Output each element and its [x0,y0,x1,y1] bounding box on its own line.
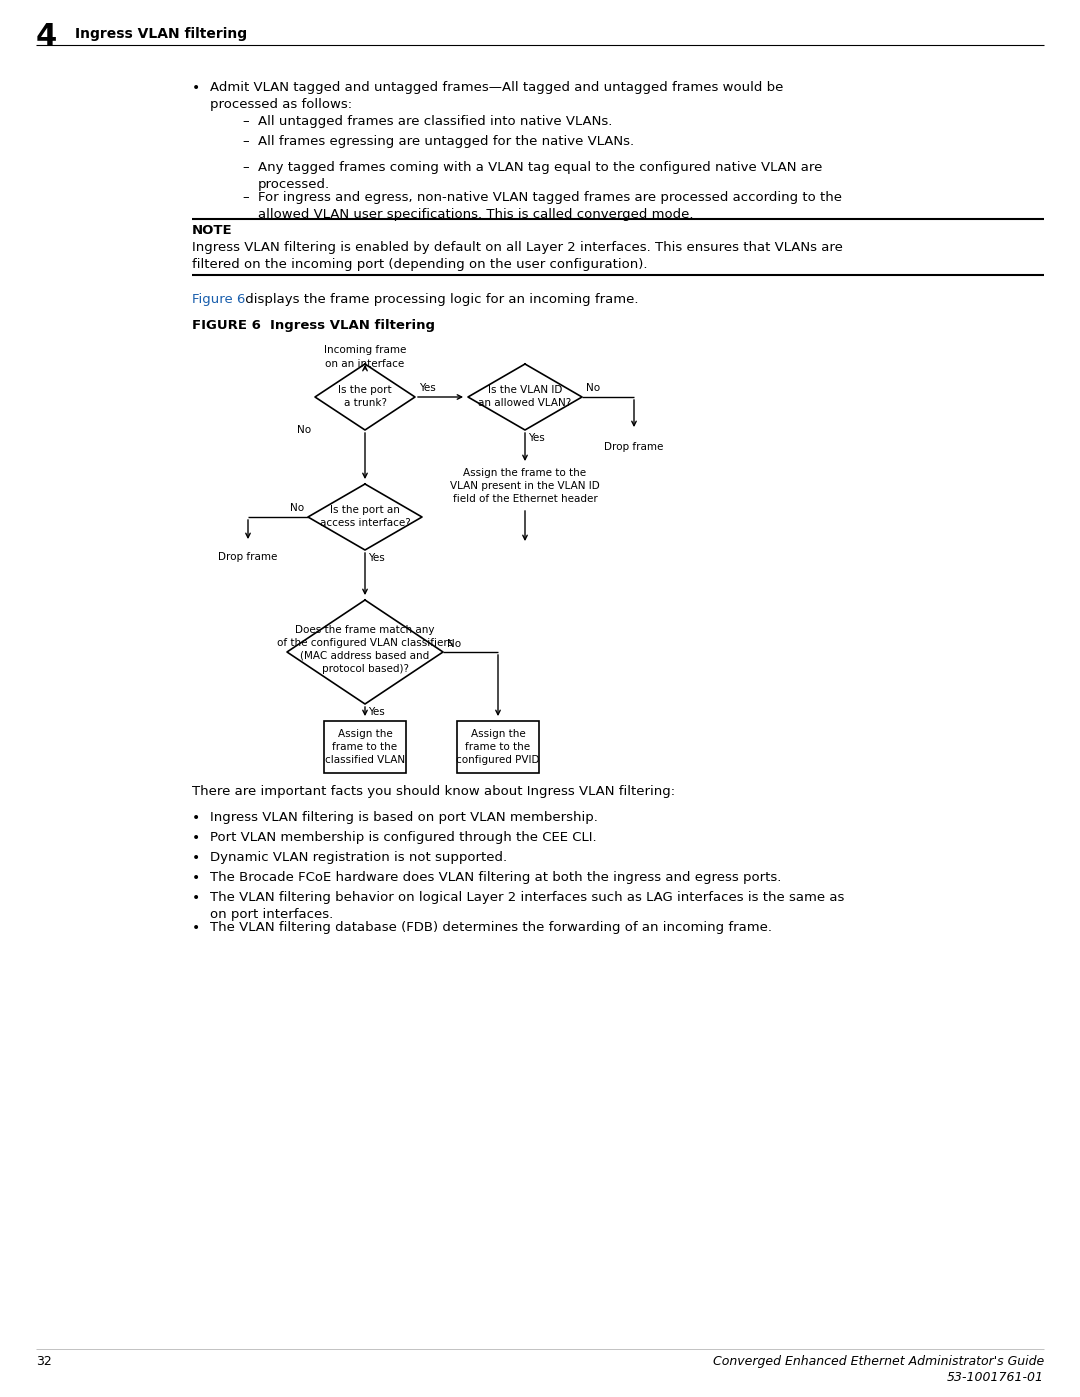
Text: The VLAN filtering behavior on logical Layer 2 interfaces such as LAG interfaces: The VLAN filtering behavior on logical L… [210,891,845,904]
Text: Yes: Yes [368,707,384,717]
Text: No: No [447,638,461,650]
Text: Drop frame: Drop frame [605,441,664,453]
Text: –: – [242,115,248,129]
Text: processed.: processed. [258,177,330,191]
Text: (MAC address based and: (MAC address based and [300,651,430,661]
Text: •: • [192,870,200,886]
Text: All untagged frames are classified into native VLANs.: All untagged frames are classified into … [258,115,612,129]
Text: Assign the: Assign the [338,729,392,739]
Text: Assign the: Assign the [471,729,525,739]
Text: Converged Enhanced Ethernet Administrator's Guide: Converged Enhanced Ethernet Administrato… [713,1355,1044,1368]
Text: VLAN present in the VLAN ID: VLAN present in the VLAN ID [450,481,599,490]
Text: No: No [586,383,600,393]
Text: For ingress and egress, non-native VLAN tagged frames are processed according to: For ingress and egress, non-native VLAN … [258,191,842,204]
Text: –: – [242,136,248,148]
Text: FIGURE 6: FIGURE 6 [192,319,261,332]
Text: 53-1001761-01: 53-1001761-01 [947,1370,1044,1384]
Text: Yes: Yes [528,433,544,443]
Text: Is the port an: Is the port an [330,504,400,515]
Text: configured PVID: configured PVID [456,754,540,766]
Text: There are important facts you should know about Ingress VLAN filtering:: There are important facts you should kno… [192,785,675,798]
Text: access interface?: access interface? [320,518,410,528]
Text: displays the frame processing logic for an incoming frame.: displays the frame processing logic for … [241,293,638,306]
Text: Any tagged frames coming with a VLAN tag equal to the configured native VLAN are: Any tagged frames coming with a VLAN tag… [258,161,822,175]
Text: Does the frame match any: Does the frame match any [295,624,435,636]
Text: The VLAN filtering database (FDB) determines the forwarding of an incoming frame: The VLAN filtering database (FDB) determ… [210,921,772,935]
Text: –: – [242,191,248,204]
Text: Admit VLAN tagged and untagged frames—All tagged and untagged frames would be: Admit VLAN tagged and untagged frames—Al… [210,81,783,94]
Text: Yes: Yes [368,553,384,563]
Text: Is the VLAN ID: Is the VLAN ID [488,386,563,395]
Bar [457,721,539,773]
Text: •: • [192,831,200,845]
Text: a trunk?: a trunk? [343,398,387,408]
Text: on port interfaces.: on port interfaces. [210,908,334,921]
Text: frame to the: frame to the [465,742,530,752]
Text: All frames egressing are untagged for the native VLANs.: All frames egressing are untagged for th… [258,136,634,148]
Text: No: No [289,503,303,513]
Text: •: • [192,812,200,826]
Text: NOTE: NOTE [192,224,232,237]
Text: •: • [192,921,200,935]
Text: –: – [242,161,248,175]
Text: Port VLAN membership is configured through the CEE CLI.: Port VLAN membership is configured throu… [210,831,596,844]
Text: Assign the frame to the: Assign the frame to the [463,468,586,478]
Text: 4: 4 [36,22,57,52]
Text: processed as follows:: processed as follows: [210,98,352,110]
Text: of the configured VLAN classifiers: of the configured VLAN classifiers [276,638,454,648]
Text: allowed VLAN user specifications. This is called converged mode.: allowed VLAN user specifications. This i… [258,208,693,221]
Text: frame to the: frame to the [333,742,397,752]
Text: field of the Ethernet header: field of the Ethernet header [453,495,597,504]
Text: Is the port: Is the port [338,386,392,395]
Text: Figure 6: Figure 6 [192,293,245,306]
Text: Ingress VLAN filtering: Ingress VLAN filtering [75,27,247,41]
Text: 32: 32 [36,1355,52,1368]
Text: Ingress VLAN filtering is enabled by default on all Layer 2 interfaces. This ens: Ingress VLAN filtering is enabled by def… [192,242,842,254]
Text: protocol based)?: protocol based)? [322,664,408,673]
Text: Dynamic VLAN registration is not supported.: Dynamic VLAN registration is not support… [210,851,508,863]
Text: •: • [192,81,200,95]
Text: •: • [192,851,200,865]
Text: The Brocade FCoE hardware does VLAN filtering at both the ingress and egress por: The Brocade FCoE hardware does VLAN filt… [210,870,781,884]
Text: •: • [192,891,200,905]
Text: Incoming frame: Incoming frame [324,345,406,355]
Text: Yes: Yes [419,383,435,393]
Text: on an interface: on an interface [325,359,405,369]
Text: an allowed VLAN?: an allowed VLAN? [478,398,571,408]
Text: No: No [297,425,311,434]
Bar [324,721,406,773]
Text: Ingress VLAN filtering is based on port VLAN membership.: Ingress VLAN filtering is based on port … [210,812,598,824]
Text: classified VLAN: classified VLAN [325,754,405,766]
Text: Drop frame: Drop frame [218,552,278,562]
Text: Ingress VLAN filtering: Ingress VLAN filtering [270,319,435,332]
Text: filtered on the incoming port (depending on the user configuration).: filtered on the incoming port (depending… [192,258,648,271]
